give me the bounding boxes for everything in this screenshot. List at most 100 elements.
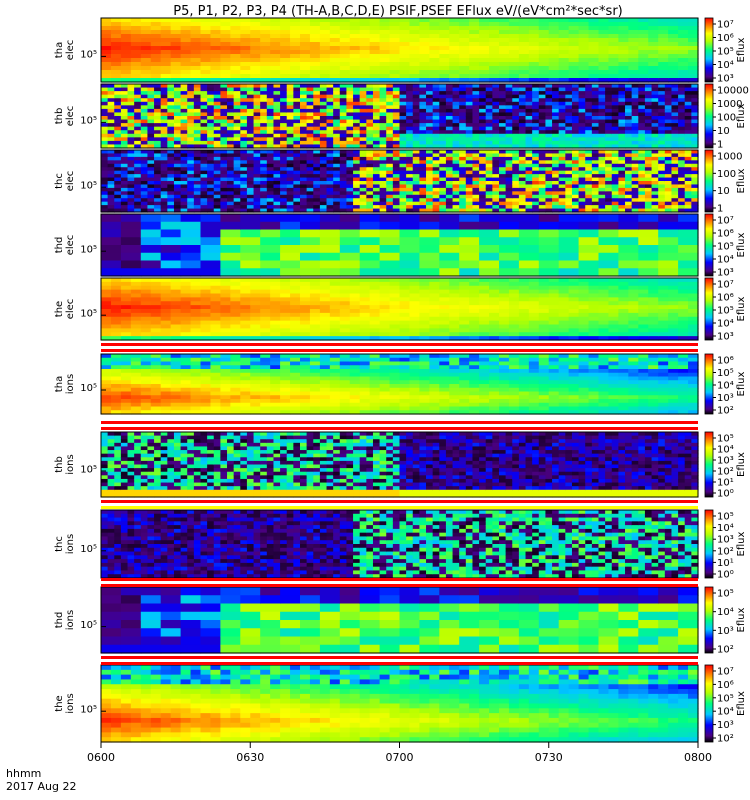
heatmap-cell (161, 317, 172, 321)
heatmap-cell (406, 105, 413, 109)
heatmap-cell (688, 34, 699, 39)
heatmap-cell (194, 195, 201, 199)
heatmap-cell (413, 105, 420, 109)
heatmap-cell (479, 261, 500, 269)
heatmap-cell (469, 66, 480, 71)
heatmap-cell (565, 123, 572, 127)
heatmap-cell (114, 167, 121, 171)
heatmap-cell (406, 198, 413, 202)
heatmap-cell (320, 134, 327, 138)
heatmap-cell (320, 112, 327, 116)
heatmap-cell (114, 91, 121, 95)
heatmap-cell (499, 58, 510, 63)
heatmap-cell (585, 174, 592, 178)
heatmap-cell (472, 157, 479, 161)
heatmap-cell (340, 332, 351, 336)
heatmap-cell (360, 134, 367, 138)
heatmap-cell (506, 198, 513, 202)
heatmap-cell (433, 127, 440, 131)
heatmap-cell (532, 141, 539, 145)
heatmap-cell (393, 181, 400, 185)
heatmap-cell (390, 38, 401, 43)
heatmap-cell (585, 88, 592, 92)
heatmap-cell (486, 95, 493, 99)
heatmap-cell (449, 50, 460, 55)
heatmap-cell (599, 91, 606, 95)
heatmap-cell (141, 253, 162, 261)
heatmap-cell (167, 195, 174, 199)
heatmap-cell (569, 66, 580, 71)
heatmap-cell (370, 282, 381, 286)
heatmap-cell (134, 88, 141, 92)
heatmap-cell (174, 120, 181, 124)
heatmap-cell (539, 22, 550, 27)
heatmap-cell (313, 102, 320, 106)
heatmap-cell (529, 22, 540, 27)
heatmap-cell (419, 112, 426, 116)
heatmap-cell (446, 184, 453, 188)
heatmap-cell (453, 102, 460, 106)
heatmap-cell (658, 137, 665, 141)
heatmap-cell (472, 102, 479, 106)
heatmap-cell (171, 58, 182, 63)
heatmap-cell (489, 70, 500, 75)
heatmap-cell (207, 164, 214, 168)
heatmap-cell (360, 54, 371, 59)
heatmap-cell (346, 130, 353, 134)
heatmap-cell (400, 112, 407, 116)
heatmap-cell (181, 127, 188, 131)
heatmap-cell (559, 268, 580, 276)
heatmap-cell (539, 174, 546, 178)
heatmap-cell (380, 120, 387, 124)
heatmap-cell (539, 38, 550, 43)
heatmap-cell (532, 150, 539, 154)
heatmap-cell (187, 105, 194, 109)
heatmap-cell (512, 191, 519, 195)
heatmap-cell (287, 130, 294, 134)
heatmap-cell (230, 313, 241, 317)
heatmap-cell (320, 74, 331, 79)
heatmap-cell (350, 297, 361, 301)
heatmap-cell (194, 130, 201, 134)
heatmap-cell (479, 46, 490, 51)
heatmap-cell (214, 95, 221, 99)
heatmap-cell (400, 157, 407, 161)
heatmap-cell (121, 91, 128, 95)
heatmap-cell (273, 141, 280, 145)
heatmap-cell (290, 50, 301, 55)
heatmap-cell (227, 174, 234, 178)
heatmap-cell (685, 195, 692, 199)
heatmap-cell (174, 141, 181, 145)
heatmap-cell (111, 62, 122, 67)
heatmap-cell (330, 22, 341, 27)
heatmap-cell (307, 95, 314, 99)
heatmap-cell (532, 153, 539, 157)
heatmap-cell (154, 95, 161, 99)
heatmap-cell (671, 112, 678, 116)
heatmap-cell (101, 120, 108, 124)
heatmap-cell (479, 178, 486, 182)
heatmap-cell (101, 321, 112, 325)
heatmap-cell (141, 38, 152, 43)
heatmap-cell (131, 38, 142, 43)
heatmap-cell (353, 198, 360, 202)
heatmap-cell (220, 253, 241, 261)
colorbar-tick-label: 100 (717, 113, 736, 124)
heatmap-cell (678, 18, 689, 23)
heatmap-cell (390, 54, 401, 59)
heatmap-cell (267, 171, 274, 175)
colorbar-tick-label: 10⁷ (717, 20, 734, 31)
heatmap-cell (121, 268, 141, 276)
heatmap-cell (366, 205, 373, 209)
heatmap-cell (366, 164, 373, 168)
heatmap-cell (280, 332, 291, 336)
heatmap-cell (260, 171, 267, 175)
heatmap-cell (592, 130, 599, 134)
heatmap-cell (181, 109, 188, 113)
heatmap-cell (333, 88, 340, 92)
heatmap-cell (240, 112, 247, 116)
heatmap-cell (486, 120, 493, 124)
heatmap-cell (565, 116, 572, 120)
heatmap-cell (240, 62, 251, 67)
heatmap-cell (559, 54, 570, 59)
